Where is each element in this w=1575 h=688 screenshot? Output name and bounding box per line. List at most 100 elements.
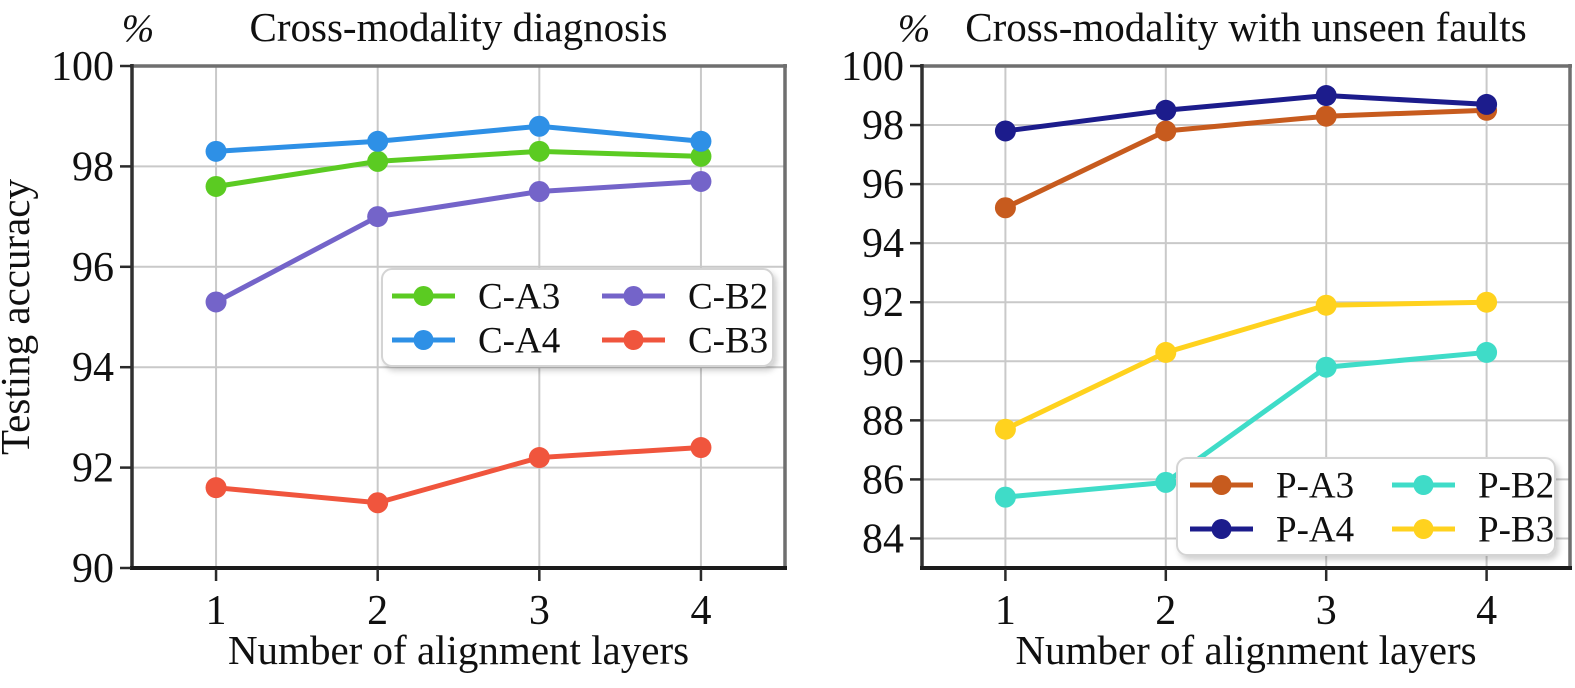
- chart-title: Cross-modality diagnosis: [250, 4, 668, 50]
- y-tick-label: 86: [862, 457, 904, 503]
- data-point-P-A4-3: [1315, 85, 1337, 107]
- series-line-C-B3: [215, 445, 702, 506]
- y-tick-label: 84: [862, 516, 904, 562]
- legend-label-P-A4: P-A4: [1276, 510, 1354, 551]
- data-point-C-B3-1: [205, 477, 227, 499]
- data-point-C-A4-3: [528, 115, 550, 137]
- data-point-C-B2-1: [205, 291, 227, 313]
- y-tick-label: 100: [841, 44, 904, 90]
- y-axis-label: Testing accuracy: [0, 178, 38, 455]
- series-line-P-A4: [1005, 93, 1487, 134]
- data-point-P-A4-4: [1476, 93, 1498, 115]
- data-point-P-A3-1: [994, 197, 1016, 219]
- legend-item-P-A3: P-A3: [1190, 466, 1354, 507]
- y-unit-label: %: [898, 7, 931, 50]
- chart-cross-modality-unseen-faults: 84 86 88 90 92 94 96 98 100 1 2 3 4 Cross-modality wi…: [841, 4, 1572, 673]
- legend-item-C-B2: C-B2: [602, 277, 768, 318]
- data-point-P-B2-1: [994, 486, 1016, 508]
- legend-marker-P-A3: [1211, 475, 1232, 495]
- legend-item-C-A4: C-A4: [392, 321, 560, 362]
- legend-box: [381, 268, 774, 367]
- data-point-P-A4-2: [1155, 99, 1177, 121]
- x-tick-label: 4: [1476, 588, 1497, 634]
- series-line-C-A3: [215, 148, 702, 189]
- y-tick-label: 98: [72, 144, 114, 190]
- y-tick-label: 90: [862, 339, 904, 385]
- data-point-P-B2-4: [1476, 341, 1498, 363]
- series-line-P-B2: [1005, 349, 1487, 500]
- legend-label-C-B3: C-B3: [688, 321, 768, 362]
- chart-cross-modality-diagnosis: 90 92 94 96 98 100 1 2 3 4 Cross-modality diagnosi…: [0, 4, 787, 673]
- data-point-C-A4-2: [367, 130, 389, 152]
- legend-marker-P-B3: [1413, 519, 1434, 539]
- y-tick-label: 96: [72, 245, 114, 291]
- legend-box: [1176, 457, 1556, 556]
- legend: C-A3 C-B2 C-A4 C-B3: [381, 268, 774, 367]
- series-line-P-A3: [1004, 107, 1487, 210]
- data-point-C-B2-3: [528, 181, 550, 202]
- legend-label-P-A3: P-A3: [1276, 466, 1354, 507]
- legend-item-C-B3: C-B3: [602, 321, 768, 362]
- data-point-P-B3-1: [994, 418, 1016, 440]
- y-tick-label: 100: [51, 44, 114, 90]
- data-point-C-A4-1: [205, 140, 227, 162]
- x-tick-label: 1: [995, 588, 1016, 634]
- x-tick-label: 1: [206, 588, 227, 634]
- x-axis-label: Number of alignment layers: [1015, 627, 1476, 673]
- legend-item-P-B3: P-B3: [1392, 510, 1554, 551]
- y-tick-label: 88: [862, 398, 904, 444]
- series-line-C-B2: [214, 178, 702, 305]
- data-point-P-A3-2: [1155, 120, 1177, 142]
- legend: P-A3 P-B2 P-A4 P-B3: [1176, 457, 1556, 556]
- legend-marker-C-A3: [413, 286, 434, 306]
- data-point-P-B2-3: [1315, 356, 1337, 378]
- y-tick-label: 96: [862, 162, 904, 208]
- data-point-C-A3-4: [690, 145, 712, 167]
- y-unit-label: %: [122, 7, 155, 50]
- y-tick-label: 98: [862, 103, 904, 149]
- y-tick-label: 92: [862, 280, 904, 326]
- data-point-C-A4-4: [690, 130, 712, 152]
- legend-item-P-B2: P-B2: [1392, 466, 1554, 507]
- legend-marker-C-B3: [623, 330, 644, 350]
- legend-label-C-A4: C-A4: [478, 321, 560, 362]
- legend-label-C-A3: C-A3: [478, 277, 560, 318]
- data-point-P-A3-3: [1315, 105, 1337, 127]
- series-line-P-B3: [1004, 299, 1487, 432]
- legend-marker-P-A4: [1211, 519, 1232, 539]
- legend-marker-C-B2: [623, 286, 644, 306]
- data-point-C-A3-1: [205, 175, 227, 197]
- data-point-C-B2-2: [367, 206, 389, 228]
- legend-marker-P-B2: [1413, 475, 1434, 495]
- y-tick-label: 90: [72, 546, 114, 592]
- data-point-C-B2-4: [690, 170, 712, 192]
- x-tick-label: 3: [1316, 588, 1337, 634]
- data-point-C-A3-3: [528, 140, 550, 162]
- y-tick-label: 92: [72, 446, 114, 492]
- legend-item-P-A4: P-A4: [1190, 510, 1354, 551]
- legend-label-C-B2: C-B2: [688, 277, 768, 318]
- x-tick-label: 2: [367, 588, 388, 634]
- data-point-C-B3-3: [528, 447, 550, 469]
- y-tick-label: 94: [862, 221, 904, 267]
- x-tick-label: 3: [529, 588, 550, 634]
- legend-item-C-A3: C-A3: [392, 277, 560, 318]
- legend-label-P-B2: P-B2: [1478, 466, 1554, 507]
- x-tick-label: 2: [1155, 588, 1176, 634]
- data-point-P-A4-1: [994, 120, 1016, 142]
- data-point-C-A3-2: [367, 150, 389, 172]
- y-tick-label: 94: [72, 345, 114, 391]
- legend-label-P-B3: P-B3: [1478, 510, 1554, 551]
- data-point-C-B3-2: [367, 492, 389, 514]
- x-axis-label: Number of alignment layers: [228, 627, 689, 673]
- x-tick-label: 4: [690, 588, 711, 634]
- data-point-C-B3-4: [690, 437, 712, 459]
- data-point-P-B3-2: [1155, 341, 1177, 363]
- data-point-P-B3-4: [1476, 291, 1498, 313]
- data-point-P-B3-3: [1315, 294, 1337, 316]
- series-line-C-A4: [215, 123, 702, 154]
- chart-title: Cross-modality with unseen faults: [965, 4, 1526, 50]
- data-point-P-B2-2: [1155, 471, 1177, 493]
